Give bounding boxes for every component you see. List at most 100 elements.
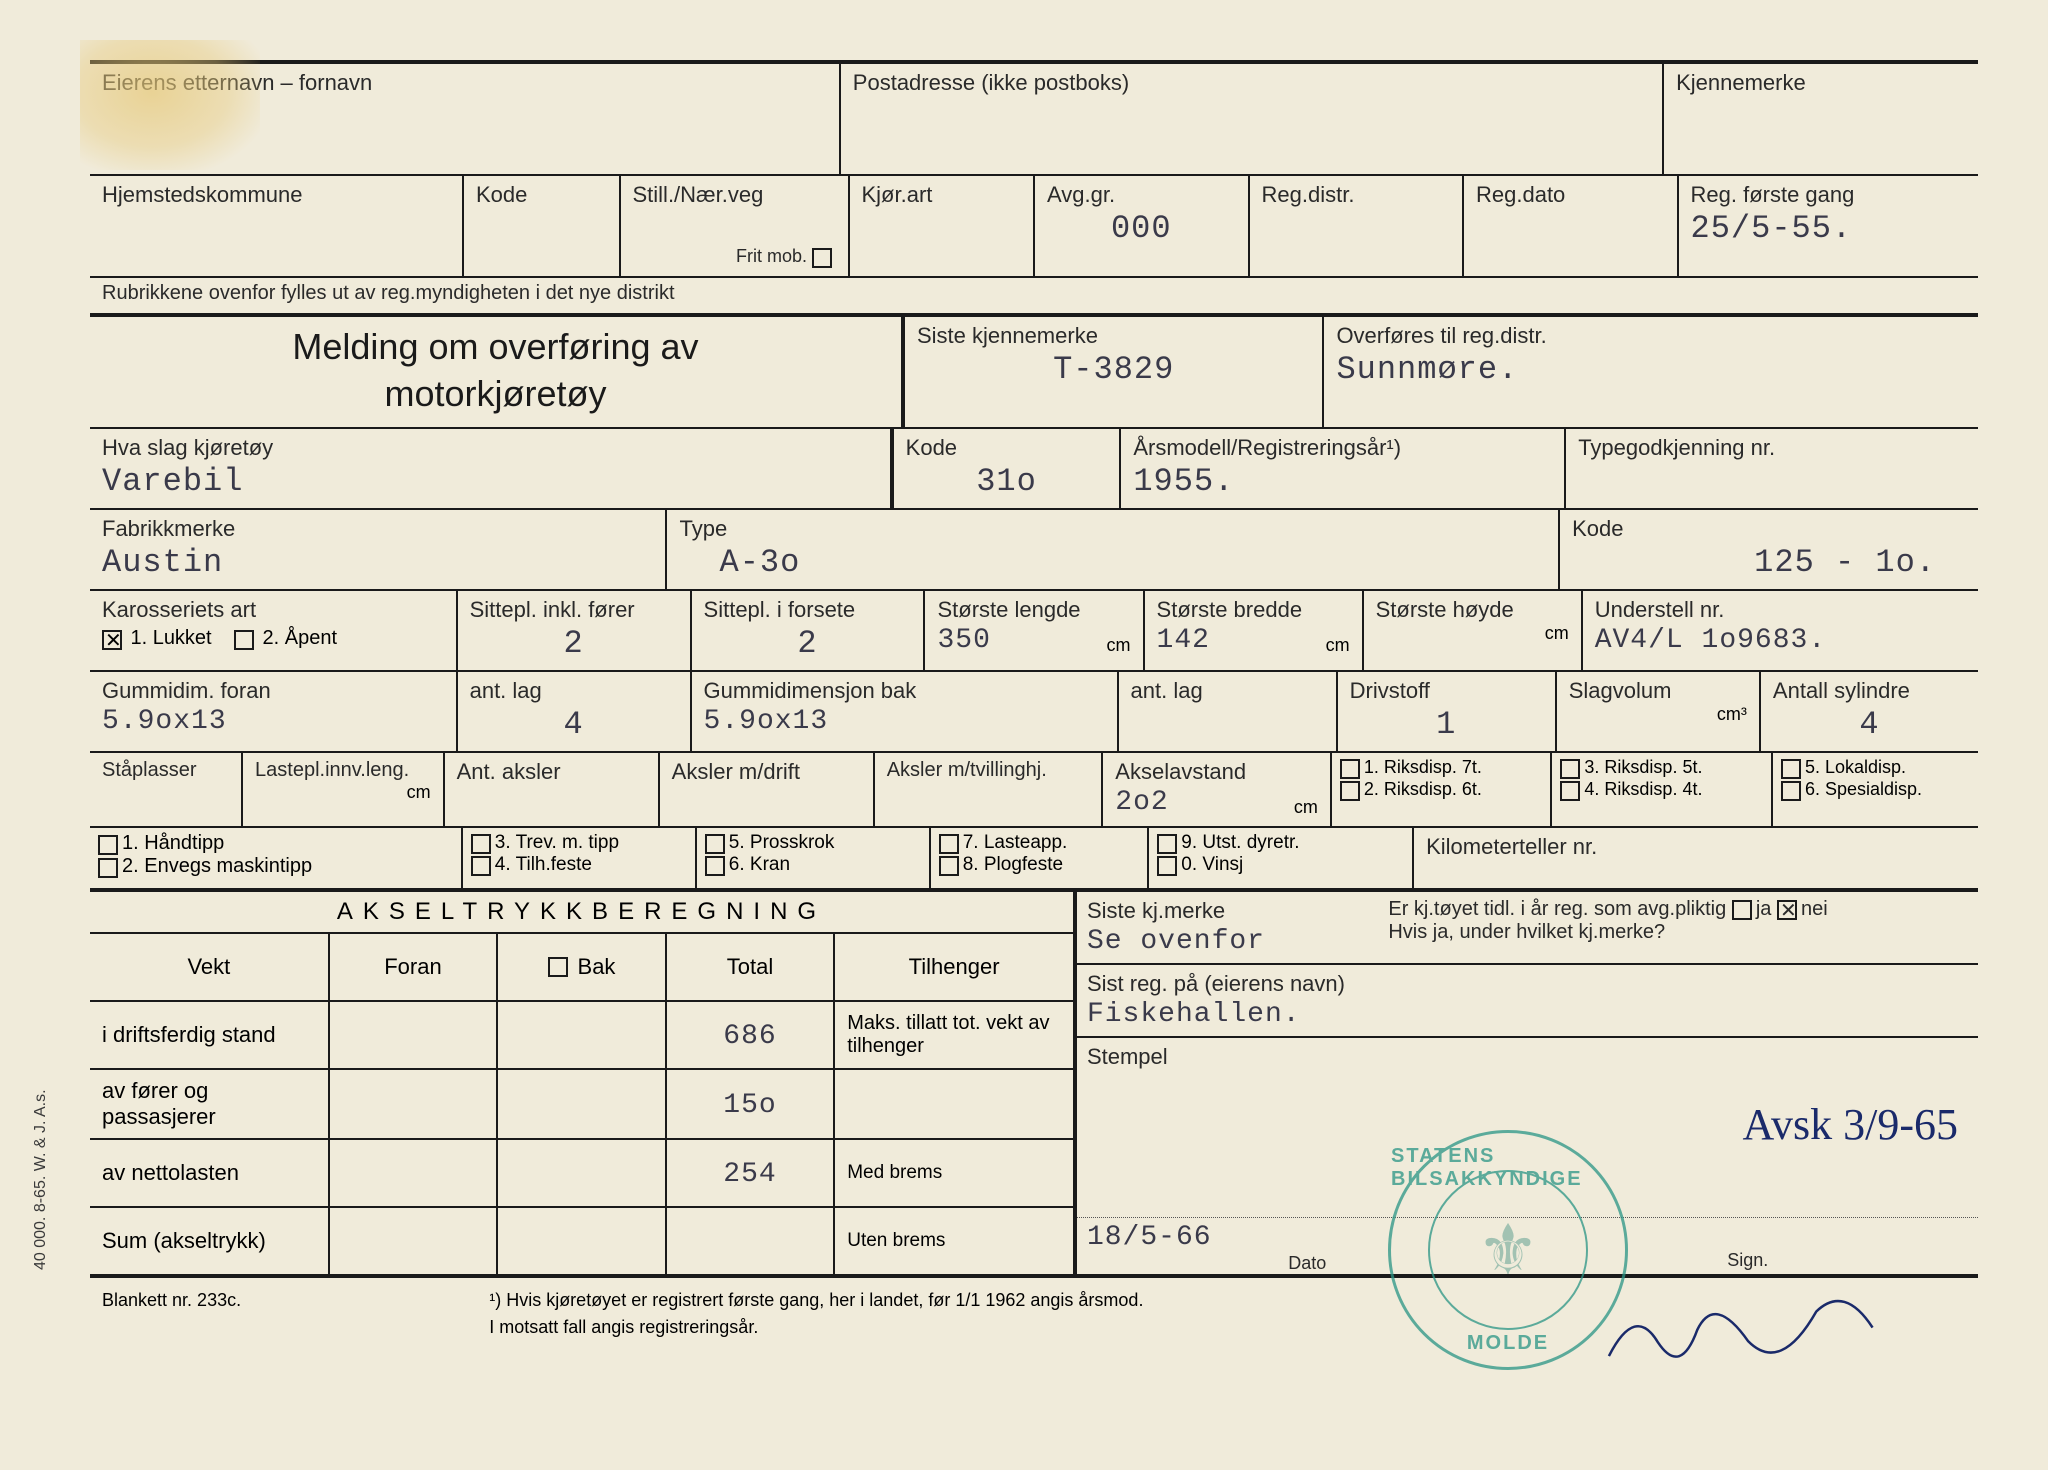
e0-label: 0. Vinsj [1181, 854, 1243, 876]
layers2-label: ant. lag [1131, 678, 1324, 704]
ifyes-label: Hvis ja, under hvilket kj.merke? [1388, 921, 1968, 944]
stamp-bottom-text: MOLDE [1467, 1332, 1549, 1355]
vehicletype-cell: Hva slag kjøretøy Varebil [90, 429, 894, 508]
layers1-label: ant. lag [470, 678, 678, 704]
disp1-checkbox[interactable] [1340, 759, 1360, 779]
e7-checkbox[interactable] [939, 834, 959, 854]
axlecount-label: Ant. aksler [457, 759, 646, 785]
e1-label: 1. Håndtipp [122, 832, 224, 855]
layers2-cell: ant. lag [1119, 672, 1338, 751]
makecode-cell: Kode 125 - 1o. [1560, 510, 1978, 589]
bak-checkbox[interactable] [548, 957, 568, 977]
chassis-value: AV4/L 1o9683. [1595, 625, 1966, 656]
r4-label: Sum (akseltrykk) [90, 1208, 330, 1274]
municipality-label: Hjemstedskommune [102, 182, 450, 208]
side-print: 40 000. 8-65. W. & J. A.s. [32, 1089, 50, 1270]
e8-label: 8. Plogfeste [963, 854, 1063, 876]
r3-label: av nettolasten [90, 1140, 330, 1206]
displacement-cell: Slagvolum cm³ [1557, 672, 1761, 751]
col-tilhenger: Tilhenger [835, 934, 1073, 1000]
brand-cell: Fabrikkmerke Austin [90, 510, 667, 589]
tirerear-cell: Gummidimensjon bak 5.9ox13 [692, 672, 1119, 751]
wheelbase-value: 2o2 [1115, 787, 1168, 818]
e8-checkbox[interactable] [939, 856, 959, 876]
e6-label: 6. Kran [729, 854, 790, 876]
r1-label: i driftsferdig stand [90, 1002, 330, 1068]
e4-checkbox[interactable] [471, 856, 491, 876]
layers1-cell: ant. lag 4 [458, 672, 692, 751]
displacement-label: Slagvolum [1569, 678, 1747, 704]
cm3-unit: cm³ [1717, 704, 1747, 725]
cargo-unit: cm [407, 782, 431, 803]
equip90-cell: 9. Utst. dyretr. 0. Vinsj [1149, 828, 1414, 888]
e2-checkbox[interactable] [98, 858, 118, 878]
disp2-checkbox[interactable] [1340, 781, 1360, 801]
disp6-checkbox[interactable] [1781, 781, 1801, 801]
twin-label: Aksler m/tvillinghj. [887, 759, 1090, 782]
r1-total-value: 686 [723, 1021, 776, 1052]
position-label: Still./Nær.veg [633, 182, 836, 208]
see-above: Se ovenfor [1087, 926, 1388, 957]
ja-checkbox[interactable] [1732, 900, 1752, 920]
municipality-cell: Hjemstedskommune [90, 176, 464, 276]
col-bak-label: Bak [578, 954, 616, 980]
brand-value: Austin [102, 544, 653, 581]
maketype-label: Type [679, 516, 1546, 542]
year-value: 1955. [1133, 463, 1552, 500]
twin-cell: Aksler m/tvillinghj. [875, 753, 1104, 826]
nei-checkbox[interactable] [1777, 900, 1797, 920]
r2-total: 15o [667, 1070, 836, 1138]
todistr-value: Sunnmøre. [1336, 351, 1966, 388]
e5-checkbox[interactable] [705, 834, 725, 854]
fritmob-label: Frit mob. [736, 246, 807, 266]
ja-label: ja [1756, 898, 1772, 920]
tirefront-cell: Gummidim. foran 5.9ox13 [90, 672, 458, 751]
e0-checkbox[interactable] [1157, 856, 1177, 876]
approval-cell: Typegodkjenning nr. [1566, 429, 1978, 508]
firstreg-label: Reg. første gang [1691, 182, 1967, 208]
regdato-label: Reg.dato [1476, 182, 1665, 208]
axlecount-cell: Ant. aksler [445, 753, 660, 826]
disp5-checkbox[interactable] [1781, 759, 1801, 779]
r1-total: 686 [667, 1002, 836, 1068]
col-vekt: Vekt [90, 934, 330, 1000]
uten-brems: Uten brems [835, 1208, 1073, 1274]
form-title-cell: Melding om overføring av motorkjøretøy [90, 317, 905, 427]
handwritten-note: Avsk 3/9-65 [1742, 1099, 1958, 1150]
e5-label: 5. Prosskrok [729, 832, 835, 854]
med-brems: Med brems [835, 1140, 1073, 1206]
makecode-label: Kode [1572, 516, 1966, 542]
body-cell: Karosseriets art 1. Lukket 2. Åpent [90, 591, 458, 670]
fuel-label: Drivstoff [1350, 678, 1543, 704]
r3-total: 254 [667, 1140, 836, 1206]
tirefront-value: 5.9ox13 [102, 706, 444, 737]
disp4-label: 4. Riksdisp. 4t. [1584, 779, 1702, 800]
fritmob-checkbox[interactable] [812, 248, 832, 268]
owner-label: Sist reg. på (eierens navn) [1087, 971, 1968, 997]
e3-checkbox[interactable] [471, 834, 491, 854]
owner-value: Fiskehallen. [1087, 999, 1968, 1030]
brand-label: Fabrikkmerke [102, 516, 653, 542]
closed-checkbox[interactable] [102, 630, 122, 650]
r3-total-value: 254 [723, 1159, 776, 1190]
e1-checkbox[interactable] [98, 835, 118, 855]
e9-checkbox[interactable] [1157, 834, 1177, 854]
vehiclecode-cell: Kode 31o [894, 429, 1122, 508]
avggr-cell: Avg.gr. 000 [1035, 176, 1250, 276]
lastplate-cell: Siste kjennemerke T-3829 [905, 317, 1324, 427]
disp4-checkbox[interactable] [1560, 781, 1580, 801]
regdato-cell: Reg.dato [1464, 176, 1679, 276]
disp3-checkbox[interactable] [1560, 759, 1580, 779]
fuel-value: 1 [1350, 706, 1543, 743]
official-stamp: STATENS BILSAKKYNDIGE ⚜ MOLDE [1388, 1130, 1628, 1370]
open-checkbox[interactable] [234, 630, 254, 650]
code-label: Kode [476, 182, 607, 208]
e4-label: 4. Tilh.feste [495, 854, 592, 876]
e9-label: 9. Utst. dyretr. [1181, 832, 1299, 854]
equip34-cell: 3. Trev. m. tipp 4. Tilh.feste [463, 828, 697, 888]
length-label: Største lengde [937, 597, 1130, 623]
disp6-label: 6. Spesialdisp. [1805, 779, 1922, 800]
r2-total-value: 15o [723, 1090, 776, 1121]
e6-checkbox[interactable] [705, 856, 725, 876]
art-cell: Kjør.art [850, 176, 1036, 276]
